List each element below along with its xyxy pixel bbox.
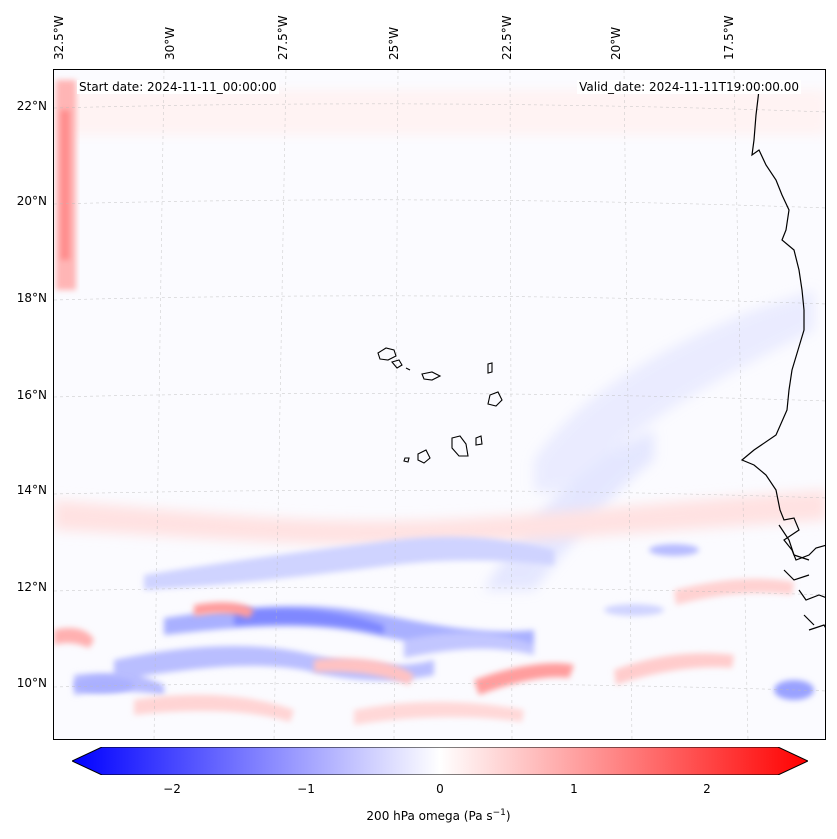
- colorbar-tick-minus1: −1: [297, 782, 315, 796]
- colorbar-tick-1: 1: [570, 782, 578, 796]
- lon-label-20w: 20°W: [609, 26, 623, 60]
- lat-label-18n: 18°N: [16, 291, 47, 305]
- lat-label-22n: 22°N: [16, 99, 47, 113]
- coastline-west-africa: [740, 89, 825, 561]
- field-blue-pockets: [74, 544, 814, 700]
- colorbar-body: [72, 747, 808, 775]
- lat-label-10n: 10°N: [16, 676, 47, 690]
- cape-verde-islands: [377, 347, 503, 464]
- field-top-band: [54, 90, 825, 135]
- colorbar: [72, 747, 808, 775]
- lat-label-14n: 14°N: [16, 483, 47, 497]
- lat-label-20n: 20°N: [16, 194, 47, 208]
- lon-label-32-5w: 32.5°W: [52, 15, 66, 60]
- colorbar-tick-minus2: −2: [163, 782, 181, 796]
- colorbar-tick-2: 2: [703, 782, 711, 796]
- coastline-gambia-segment: [778, 524, 825, 631]
- field-red-band-14n: [54, 490, 825, 546]
- map-panel[interactable]: [53, 69, 826, 740]
- omega-field-map: [54, 70, 825, 739]
- gridlines: [54, 70, 825, 739]
- lon-label-17-5w: 17.5°W: [722, 15, 736, 60]
- lon-label-30w: 30°W: [163, 26, 177, 60]
- field-left-stripe: [56, 80, 76, 290]
- lat-label-12n: 12°N: [16, 580, 47, 594]
- lon-label-27-5w: 27.5°W: [276, 15, 290, 60]
- valid-date-text: Valid_date: 2024-11-11T19:00:00.00: [577, 80, 801, 94]
- field-red-streaks: [54, 578, 794, 725]
- lat-label-16n: 16°N: [16, 388, 47, 402]
- colorbar-label-end: ): [505, 809, 511, 823]
- lon-label-25w: 25°W: [387, 26, 401, 60]
- colorbar-label-main: 200 hPa omega (Pa s: [366, 809, 493, 823]
- colorbar-label: 200 hPa omega (Pa s−1): [20, 808, 837, 823]
- colorbar-tick-0: 0: [436, 782, 444, 796]
- lon-label-22-5w: 22.5°W: [500, 15, 514, 60]
- start-date-text: Start date: 2024-11-11_00:00:00: [77, 80, 279, 94]
- colorbar-label-exponent: −1: [492, 808, 506, 818]
